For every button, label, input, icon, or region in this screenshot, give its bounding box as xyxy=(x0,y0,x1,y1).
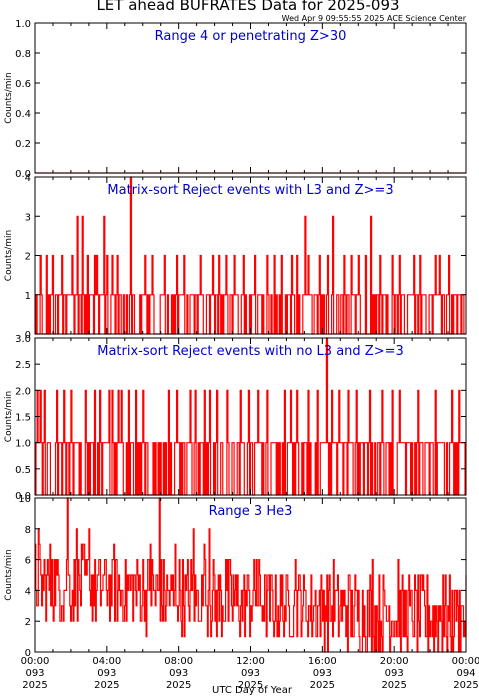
x-tick-label: 2025 xyxy=(238,680,263,691)
x-tick-label: 04:00 xyxy=(92,656,121,667)
y-tick-label: 1.0 xyxy=(15,19,31,30)
x-tick-label: 094 xyxy=(456,668,475,679)
panel-1: 0.0 0.2 0.4 0.6 0.8 1.0 Counts/min Range 4 or p… xyxy=(4,19,467,180)
panel-title: Matrix-sort Reject events with no L3 and… xyxy=(97,344,404,359)
chart-title: LET ahead BUFRATES Data for 2025-093 xyxy=(96,0,399,14)
y-tick-label: 0.6 xyxy=(15,79,31,90)
y-tick-label: 2.0 xyxy=(15,386,31,397)
y-tick-label: 2 xyxy=(25,252,31,263)
panel-title: Range 4 or penetrating Z>30 xyxy=(155,29,347,44)
panel-title: Range 3 He3 xyxy=(209,504,293,519)
y-tick-label: 2 xyxy=(25,617,31,628)
y-axis-label: Counts/min xyxy=(4,549,14,600)
x-tick-label: 16:00 xyxy=(308,656,337,667)
x-tick-label: 2025 xyxy=(381,680,406,691)
x-axis-label: UTC Day of Year xyxy=(212,685,293,696)
x-tick-label: 093 xyxy=(169,668,188,679)
y-tick-label: 1.5 xyxy=(15,413,31,424)
series-line-panel-3 xyxy=(35,337,466,496)
y-axis-label: Counts/min xyxy=(4,72,14,123)
y-tick-label: 0.0 xyxy=(15,491,31,502)
y-tick-label: 6 xyxy=(25,556,31,567)
panel-4: 0 2 4 6 8 10 Counts/min Range 3 He3 xyxy=(4,494,467,659)
x-tick-label: 2025 xyxy=(453,680,478,691)
panel-2: 0 1 2 3 4 Counts/min Matrix-sort Reject events… xyxy=(4,173,467,341)
y-tick-label: 0.0 xyxy=(15,169,31,180)
y-tick-label: 4 xyxy=(25,586,31,597)
x-tick-label: 2025 xyxy=(166,680,191,691)
y-tick-label: 3.0 xyxy=(15,334,31,345)
x-axis-ticks: 00:00093202504:00093202508:00093202512:0… xyxy=(21,656,479,691)
y-axis-label: Counts/min xyxy=(4,230,14,281)
x-tick-label: 20:00 xyxy=(380,656,409,667)
x-tick-label: 12:00 xyxy=(236,656,265,667)
x-tick-label: 00:00 xyxy=(21,656,50,667)
panel-3: 0.0 0.5 1.0 1.5 2.0 2.5 3.0 Counts/min Matrix-so… xyxy=(4,334,467,502)
y-tick-label: 4 xyxy=(25,173,31,184)
y-tick-label: 2.5 xyxy=(15,360,31,371)
y-tick-label: 8 xyxy=(25,525,31,536)
panel-title: Matrix-sort Reject events with L3 and Z>… xyxy=(107,183,393,198)
x-tick-label: 093 xyxy=(385,668,404,679)
y-tick-label: 0 xyxy=(25,648,31,659)
y-tick-label: 0.5 xyxy=(15,465,31,476)
x-tick-label: 093 xyxy=(25,668,44,679)
generation-timestamp: Wed Apr 9 09:55:55 2025 ACE Science Cent… xyxy=(282,14,467,23)
series-line-panel-4 xyxy=(35,497,467,653)
y-tick-label: 3 xyxy=(25,212,31,223)
x-tick-label: 093 xyxy=(97,668,116,679)
y-tick-label: 1 xyxy=(25,291,31,302)
x-tick-label: 08:00 xyxy=(164,656,193,667)
series-line-panel-2 xyxy=(35,176,466,335)
y-axis-label: Counts/min xyxy=(4,391,14,442)
x-tick-label: 093 xyxy=(313,668,332,679)
x-tick-label: 093 xyxy=(241,668,260,679)
x-tick-label: 2025 xyxy=(94,680,119,691)
y-tick-label: 0 xyxy=(25,330,31,341)
x-tick-label: 2025 xyxy=(310,680,335,691)
y-tick-label: 1.0 xyxy=(15,439,31,450)
x-tick-label: 00:00 xyxy=(452,656,479,667)
x-tick-label: 2025 xyxy=(22,680,47,691)
y-tick-label: 0.4 xyxy=(15,109,31,120)
panel-frame xyxy=(34,22,467,174)
y-tick-label: 10 xyxy=(18,494,31,505)
y-tick-label: 0.2 xyxy=(15,139,31,150)
y-tick-label: 0.8 xyxy=(15,49,31,60)
